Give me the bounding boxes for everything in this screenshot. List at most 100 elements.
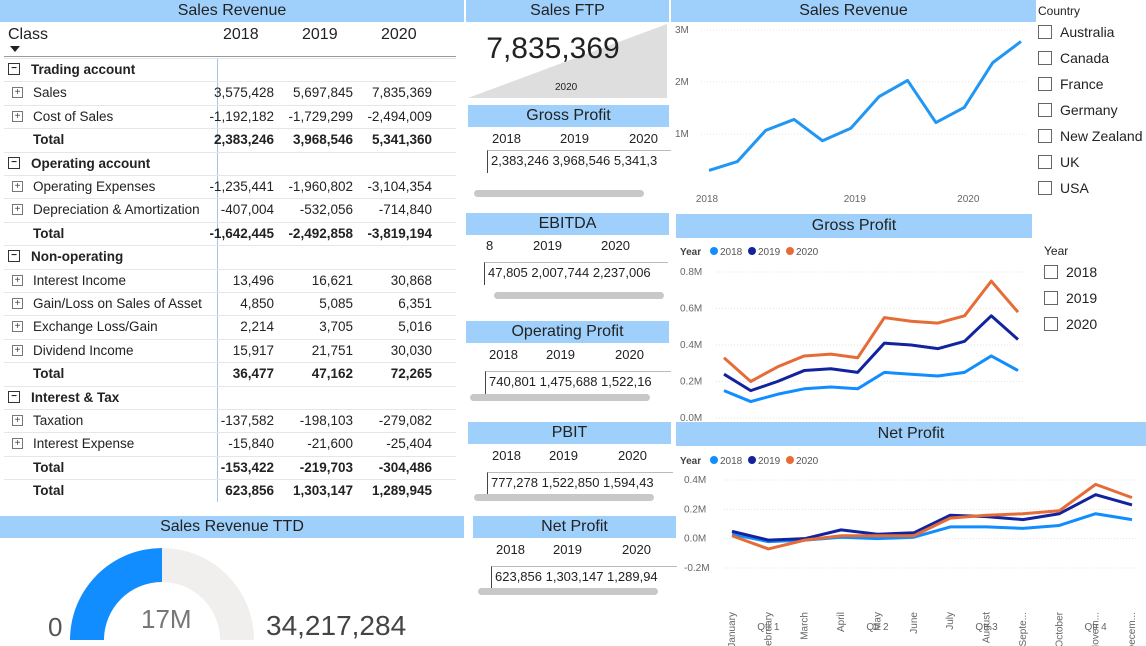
checkbox[interactable] [1038, 103, 1052, 117]
series-line[interactable] [723, 354, 1019, 404]
legend-title: Year [680, 247, 701, 258]
horizontal-scrollbar[interactable] [494, 292, 664, 299]
legend-label[interactable]: 2019 [758, 247, 781, 258]
matrix-row[interactable]: + Gain/Loss on Sales of Asset 4,850 5,085 6,… [4, 292, 456, 316]
gauge-title: Sales Revenue TTD [0, 516, 464, 538]
collapse-icon[interactable]: − [8, 63, 20, 75]
matrix-total-row[interactable]: Total -1,642,445 -2,492,858 -3,819,194 [4, 221, 456, 246]
checkbox[interactable] [1038, 181, 1052, 195]
horizontal-scrollbar[interactable] [470, 394, 650, 401]
matrix-group-row[interactable]: − Non-operating [4, 245, 456, 269]
legend-marker[interactable] [710, 247, 718, 255]
matrix-row[interactable]: + Sales 3,575,428 5,697,845 7,835,369 [4, 81, 456, 105]
slicer-item[interactable]: Germany [1038, 102, 1118, 118]
matrix-total-row[interactable]: Total 623,856 1,303,147 1,289,945 [4, 479, 456, 503]
cell-value: 15,917 [232, 342, 274, 358]
checkbox[interactable] [1038, 51, 1052, 65]
slicer-item[interactable]: 2018 [1044, 264, 1097, 280]
expand-icon[interactable]: + [12, 87, 23, 99]
cell-value: -3,819,194 [367, 225, 432, 241]
cell-value: -2,492,858 [288, 225, 353, 241]
slicer-item[interactable]: Australia [1038, 24, 1114, 40]
collapse-icon[interactable]: − [8, 390, 20, 403]
series-line[interactable] [723, 314, 1019, 393]
matrix-total-row[interactable]: Total 36,477 47,162 72,265 [4, 362, 456, 386]
horizontal-scrollbar[interactable] [474, 190, 644, 197]
expand-icon[interactable]: + [12, 415, 23, 426]
checkbox[interactable] [1044, 265, 1058, 279]
slicer-item[interactable]: New Zealand [1038, 128, 1143, 144]
header-2019[interactable]: 2019 [302, 26, 338, 43]
net-profit-line-chart[interactable]: 0.4M 0.2M 0.0M -0.2M Year 2018 2019 2020 January… [676, 446, 1146, 646]
collapse-icon[interactable]: − [8, 250, 20, 263]
series-line[interactable] [708, 40, 1022, 172]
matrix-row[interactable]: + Exchange Loss/Gain 2,214 3,705 5,016 [4, 315, 456, 339]
checkbox[interactable] [1038, 77, 1052, 91]
horizontal-scrollbar[interactable] [474, 494, 654, 501]
sales-revenue-line-chart[interactable]: 3M 2M 1M 2018 2019 2020 [671, 22, 1036, 208]
checkbox[interactable] [1044, 291, 1058, 305]
legend-label[interactable]: 2020 [796, 247, 819, 258]
matrix-row[interactable]: + Taxation -137,582 -198,103 -279,082 [4, 409, 456, 433]
checkbox[interactable] [1038, 129, 1052, 143]
cell-value: -1,192,182 [209, 108, 274, 124]
kpi-year: 2020 [618, 448, 647, 463]
series-line[interactable] [731, 482, 1133, 551]
expand-icon[interactable]: + [12, 204, 23, 216]
matrix-row[interactable]: + Depreciation & Amortization -407,004 -532… [4, 198, 456, 222]
matrix-total-row[interactable]: Total 2,383,246 3,968,546 5,341,360 [4, 128, 456, 152]
matrix-row[interactable]: + Operating Expenses -1,235,441 -1,960,802-… [4, 175, 456, 199]
slicer-item[interactable]: 2020 [1044, 316, 1097, 332]
slicer-item[interactable]: France [1038, 76, 1104, 92]
legend-marker[interactable] [748, 247, 756, 255]
y-tick-label: 2M [675, 77, 689, 88]
checkbox[interactable] [1038, 25, 1052, 39]
legend-label[interactable]: 2019 [758, 456, 781, 467]
slicer-item[interactable]: 2019 [1044, 290, 1097, 306]
cell-value: -304,486 [378, 459, 432, 475]
checkbox[interactable] [1038, 155, 1052, 169]
checkbox[interactable] [1044, 317, 1058, 331]
expand-icon[interactable]: + [12, 321, 23, 333]
sort-down-icon[interactable] [10, 46, 20, 52]
matrix-group-row[interactable]: − Trading account [4, 58, 456, 82]
legend-marker[interactable] [786, 456, 794, 464]
cell-value: 4,850 [240, 296, 274, 311]
header-class[interactable]: Class [8, 26, 49, 43]
matrix-row[interactable]: + Interest Income 13,496 16,621 30,868 [4, 268, 456, 293]
collapse-icon[interactable]: − [8, 156, 20, 169]
matrix-group-row[interactable]: − Operating account [4, 151, 456, 176]
legend-marker[interactable] [710, 456, 718, 464]
series-line[interactable] [731, 493, 1133, 542]
legend-marker[interactable] [786, 247, 794, 255]
slicer-item[interactable]: USA [1038, 180, 1089, 196]
slicer-item[interactable]: Canada [1038, 50, 1109, 66]
expand-icon[interactable]: + [12, 274, 23, 286]
gross-profit-kpi-title: Gross Profit [468, 105, 669, 127]
expand-icon[interactable]: + [12, 110, 23, 122]
expand-icon[interactable]: + [12, 344, 23, 356]
gross-profit-line-chart[interactable]: 0.8M 0.6M 0.4M 0.2M 0.0M Year 2018 2019 2020 [676, 238, 1036, 424]
matrix-row[interactable]: + Cost of Sales -1,192,182 -1,729,299 -2,494… [4, 104, 456, 129]
matrix-total-row[interactable]: Total -153,422 -219,703 -304,486 [4, 455, 456, 480]
gauge-fill [70, 548, 162, 640]
legend-label[interactable]: 2018 [720, 456, 743, 467]
slicer-item-label: France [1060, 76, 1104, 92]
legend-label[interactable]: 2018 [720, 247, 743, 258]
matrix-row[interactable]: + Interest Expense -15,840 -21,600 -25,404 [4, 432, 456, 456]
legend-marker[interactable] [748, 456, 756, 464]
slicer-item[interactable]: UK [1038, 154, 1079, 170]
series-line[interactable] [723, 279, 1020, 383]
legend-label[interactable]: 2020 [796, 456, 819, 467]
header-2018[interactable]: 2018 [223, 26, 259, 43]
row-label: Exchange Loss/Gain [33, 319, 158, 335]
expand-icon[interactable]: + [12, 181, 23, 192]
horizontal-scrollbar[interactable] [478, 588, 658, 595]
expand-icon[interactable]: + [12, 438, 23, 450]
matrix-row[interactable]: + Dividend Income 15,917 21,751 30,030 [4, 338, 456, 363]
cell-value: 3,968,546 [292, 132, 353, 148]
cell-value: -15,840 [228, 436, 274, 452]
expand-icon[interactable]: + [12, 298, 23, 309]
header-2020[interactable]: 2020 [381, 26, 417, 43]
matrix-group-row[interactable]: − Interest & Tax [4, 385, 456, 410]
